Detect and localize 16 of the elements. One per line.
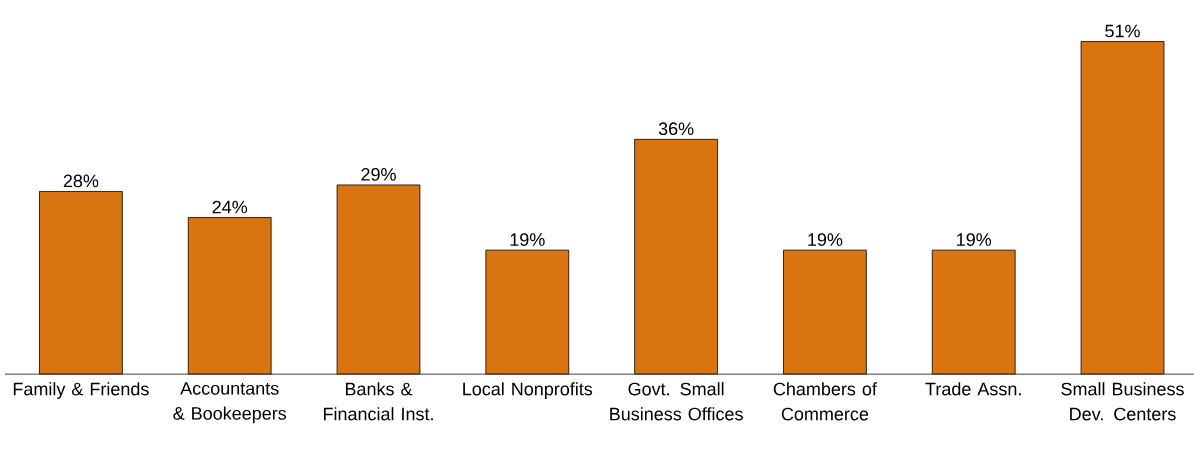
x-tick-label: Local Nonprofits bbox=[463, 382, 593, 399]
x-tick-label: Chambers of Commerce bbox=[773, 382, 877, 421]
data-label: 19% bbox=[510, 233, 545, 246]
x-tick-label: Banks & Financial Inst. bbox=[323, 382, 433, 421]
x-tick-label: Trade Assn. bbox=[925, 382, 1021, 396]
data-label: 51% bbox=[1105, 24, 1140, 38]
data-label: 19% bbox=[808, 233, 843, 246]
x-tick-label: Family & Friends bbox=[13, 382, 149, 399]
data-label: 29% bbox=[361, 168, 396, 181]
data-label: 19% bbox=[957, 233, 992, 246]
x-tick-label: Accountants & Bookeepers bbox=[173, 382, 287, 424]
data-label: 28% bbox=[63, 174, 99, 188]
data-label: 36% bbox=[658, 122, 694, 136]
x-tick-label: Govt. Small Business Offices bbox=[610, 382, 743, 421]
x-tick-label: Small Business Dev. Centers bbox=[1061, 382, 1184, 421]
data-label: 24% bbox=[212, 200, 248, 214]
